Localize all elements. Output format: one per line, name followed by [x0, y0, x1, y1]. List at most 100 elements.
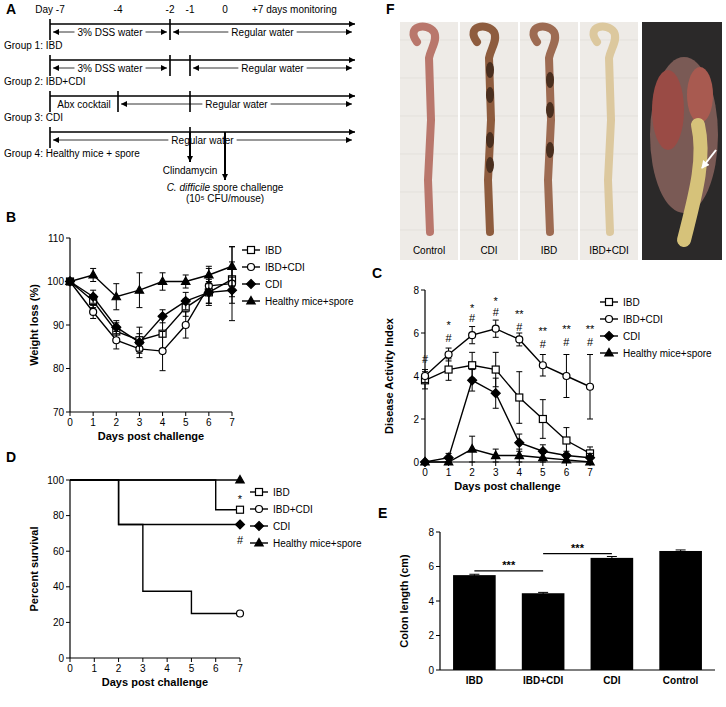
colon-lesion — [486, 62, 494, 78]
y-axis-label: Disease Activity Index — [383, 317, 395, 434]
error-cap — [206, 305, 212, 306]
marker — [422, 373, 429, 380]
y-tick — [421, 290, 425, 291]
error-cap — [446, 348, 452, 349]
error-cap — [229, 303, 235, 304]
marker — [444, 458, 452, 466]
marker — [205, 289, 212, 296]
error-cap — [160, 290, 166, 291]
error-cap — [607, 556, 617, 557]
span-arrow — [237, 140, 352, 141]
marker — [89, 270, 97, 278]
y-tick-label: 4 — [428, 596, 434, 607]
marker — [237, 610, 244, 617]
marker — [491, 389, 500, 398]
annotation: # — [587, 336, 594, 348]
y-tick-label: 100 — [47, 475, 64, 486]
error-cap — [183, 338, 189, 339]
marker — [421, 458, 430, 467]
error-bar — [422, 370, 428, 383]
timeline-tick — [49, 19, 51, 40]
error-cap — [422, 382, 428, 383]
series-line — [425, 380, 590, 462]
paper-texture — [400, 40, 458, 41]
y-tick-label: 4 — [413, 371, 419, 382]
marker — [236, 476, 244, 484]
photo-background — [520, 22, 578, 260]
error-cap — [446, 360, 452, 361]
y-tick-label: 20 — [53, 617, 65, 628]
marker — [563, 373, 570, 380]
error-cap — [563, 427, 569, 428]
photo-label: Control — [413, 245, 445, 256]
annotation: # — [237, 534, 244, 546]
error-cap — [136, 327, 142, 328]
timeline-tick — [49, 91, 51, 112]
y-tick — [66, 480, 70, 481]
error-bar — [446, 359, 452, 381]
error-cap — [516, 371, 522, 372]
error-cap — [469, 352, 475, 353]
marker — [515, 438, 524, 447]
figure: ADay -7-4-2-10+7 days monitoring3% DSS w… — [0, 0, 726, 707]
error-bar — [493, 320, 499, 337]
legend-label: IBD+CDI — [623, 314, 663, 325]
marker — [158, 277, 166, 285]
x-tick — [139, 412, 140, 416]
colon-lesion — [546, 102, 554, 118]
y-tick — [66, 515, 70, 516]
error-cap — [183, 309, 189, 310]
series-line — [70, 480, 240, 525]
error-bar — [676, 550, 686, 552]
x-tick-label: CDI — [603, 675, 620, 686]
x-tick — [142, 658, 143, 662]
error-bar — [113, 332, 119, 349]
error-stem — [232, 247, 233, 321]
x-tick — [240, 658, 241, 662]
x-axis-label: Days post challenge — [98, 430, 204, 442]
error-cap — [469, 462, 475, 463]
error-cap — [90, 303, 96, 304]
annotation: # — [493, 306, 500, 318]
error-cap — [113, 320, 119, 321]
colon — [533, 27, 555, 232]
error-bar — [607, 556, 617, 559]
marker — [421, 458, 429, 466]
y-tick — [66, 622, 70, 623]
error-cap — [90, 318, 96, 319]
y-tick-label: 2 — [413, 414, 419, 425]
marker — [515, 451, 523, 459]
colon — [593, 27, 615, 232]
marker — [247, 297, 255, 305]
x-tick — [472, 462, 473, 466]
y-tick-label: 6 — [428, 561, 434, 572]
group-label: Group 4: Healthy mice + spore — [4, 148, 140, 159]
annotation: ** — [562, 323, 571, 335]
timeline-tick — [169, 19, 171, 40]
x-tick — [208, 412, 209, 416]
error-cap — [136, 351, 142, 352]
marker — [516, 394, 523, 401]
marker — [492, 325, 499, 332]
panel-letter: E — [378, 505, 387, 521]
x-tick-label: 1 — [90, 417, 96, 428]
error-cap — [540, 444, 546, 445]
error-cap — [113, 309, 119, 310]
error-bar — [469, 327, 475, 344]
photo-label: IBD+CDI — [589, 245, 629, 256]
marker — [516, 336, 523, 343]
marker — [539, 416, 546, 423]
marker — [469, 362, 476, 369]
error-cap — [183, 292, 189, 293]
y-tick — [436, 532, 440, 533]
marker — [606, 316, 613, 323]
timeline-tick — [49, 127, 51, 148]
x-axis-label: Days post challenge — [454, 480, 560, 492]
panel-letter: B — [6, 209, 16, 225]
error-cap — [563, 354, 569, 355]
error-cap — [587, 354, 593, 355]
legend-label: IBD — [623, 297, 640, 308]
error-cap — [113, 283, 119, 284]
x-tick-label: IBD — [466, 675, 483, 686]
y-tick-label: 6 — [413, 328, 419, 339]
